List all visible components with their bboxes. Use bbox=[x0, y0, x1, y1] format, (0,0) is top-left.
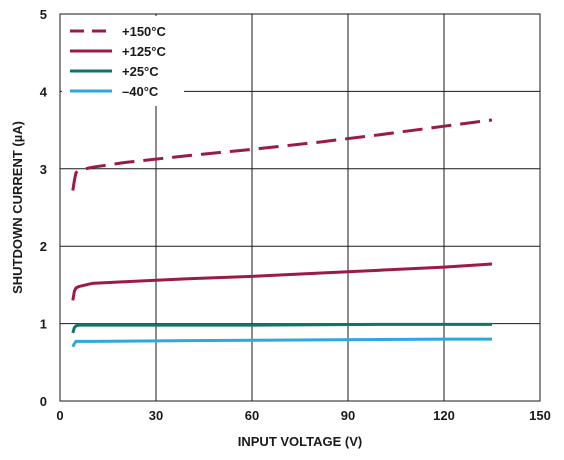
legend-label: +150°C bbox=[122, 24, 166, 39]
y-axis-title: SHUTDOWN CURRENT (µA) bbox=[10, 121, 25, 294]
legend-label: +125°C bbox=[122, 44, 166, 59]
series-line bbox=[71, 118, 493, 191]
x-tick-label: 0 bbox=[56, 408, 63, 423]
series-lines bbox=[71, 118, 493, 348]
legend-label: +25°C bbox=[122, 64, 159, 79]
x-tick-label: 150 bbox=[529, 408, 551, 423]
tick-labels: 0 30 60 90 120 150 0 1 2 3 4 5 bbox=[40, 7, 551, 423]
y-tick-label: 2 bbox=[40, 239, 47, 254]
series-line bbox=[71, 337, 492, 348]
plot-frame bbox=[59, 13, 541, 402]
series-line bbox=[71, 322, 492, 334]
y-tick-label: 0 bbox=[40, 394, 47, 409]
x-tick-label: 90 bbox=[341, 408, 355, 423]
x-tick-label: 30 bbox=[149, 408, 163, 423]
series-line bbox=[71, 262, 493, 301]
legend-label: –40°C bbox=[122, 84, 159, 99]
x-tick-label: 120 bbox=[433, 408, 455, 423]
y-tick-label: 1 bbox=[40, 317, 47, 332]
x-tick-label: 60 bbox=[245, 408, 259, 423]
y-tick-label: 3 bbox=[40, 162, 47, 177]
legend: +150°C +125°C +25°C –40°C bbox=[62, 16, 184, 106]
y-tick-label: 5 bbox=[40, 7, 47, 22]
x-axis-title: INPUT VOLTAGE (V) bbox=[238, 434, 362, 449]
y-tick-label: 4 bbox=[40, 84, 48, 99]
